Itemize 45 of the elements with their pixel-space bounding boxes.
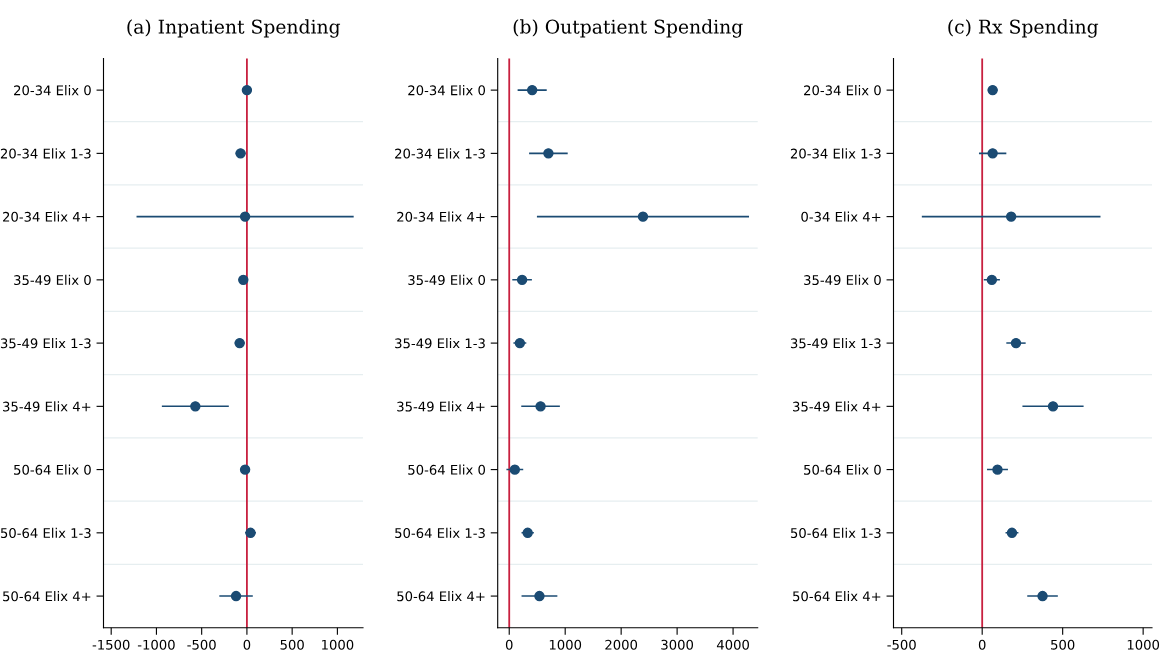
- x-tick-label: 0: [505, 639, 513, 650]
- y-tick-label: 50-64 Elix 0: [804, 464, 881, 475]
- x-tick-label: 1000: [549, 639, 582, 650]
- y-tick-label: 35-49 Elix 4+: [793, 401, 881, 412]
- x-tick-label: 1000: [1127, 639, 1160, 650]
- y-tick-label: 50-64 Elix 1-3: [395, 527, 485, 539]
- y-tick-label: 20-34 Elix 4+: [3, 211, 91, 222]
- x-tick-label: 0: [978, 639, 986, 650]
- x-tick-label: -500: [187, 639, 216, 650]
- y-tick-label: 0-34 Elix 4+: [801, 211, 881, 222]
- x-tick-label: -1000: [137, 639, 175, 650]
- x-tick-label: 3000: [661, 639, 694, 650]
- y-tick-label: 50-64 Elix 4+: [793, 591, 881, 602]
- y-tick-label: 35-49 Elix 0: [408, 274, 486, 286]
- x-tick-label: -500: [887, 639, 916, 650]
- y-tick-label: 20-34 Elix 0: [14, 85, 91, 96]
- chart-title: (c) Rx Spending: [948, 19, 1099, 38]
- y-tick-label: 35-49 Elix 1-3: [790, 338, 881, 349]
- x-tick-label: 1000: [322, 639, 354, 650]
- y-tick-label: 20-34 Elix 4+: [397, 211, 485, 222]
- y-tick-label: 35-49 Elix 1-3: [395, 338, 485, 349]
- y-tick-label: 50-64 Elix 1-3: [790, 527, 881, 539]
- y-tick-label: 20-34 Elix 0: [804, 85, 881, 96]
- y-tick-label: 50-64 Elix 4+: [397, 591, 485, 602]
- y-tick-label: 50-64 Elix 4+: [3, 591, 91, 602]
- x-tick-label: -1500: [92, 639, 130, 650]
- x-tick-label: 500: [280, 639, 304, 650]
- y-tick-label: 20-34 Elix 0: [408, 85, 486, 96]
- y-tick-label: 35-49 Elix 0: [804, 274, 881, 286]
- x-tick-label: 0: [243, 639, 251, 650]
- x-tick-label: 2000: [605, 639, 638, 650]
- y-tick-label: 20-34 Elix 1-3: [395, 148, 485, 159]
- y-tick-label: 50-64 Elix 1-3: [0, 527, 91, 539]
- y-tick-label: 20-34 Elix 1-3: [0, 148, 91, 159]
- y-tick-label: 20-34 Elix 1-3: [790, 148, 881, 159]
- chart-title: (b) Outpatient Spending: [513, 19, 743, 38]
- y-tick-label: 35-49 Elix 4+: [397, 401, 485, 412]
- x-tick-label: 4000: [716, 639, 749, 650]
- y-tick-label: 35-49 Elix 1-3: [0, 338, 91, 349]
- y-tick-label: 50-64 Elix 0: [408, 464, 486, 475]
- chart-title: (a) Inpatient Spending: [127, 19, 341, 38]
- y-tick-label: 50-64 Elix 0: [14, 464, 91, 475]
- x-tick-label: 500: [1051, 639, 1075, 650]
- y-tick-label: 35-49 Elix 4+: [3, 401, 91, 412]
- y-tick-label: 35-49 Elix 0: [14, 274, 91, 286]
